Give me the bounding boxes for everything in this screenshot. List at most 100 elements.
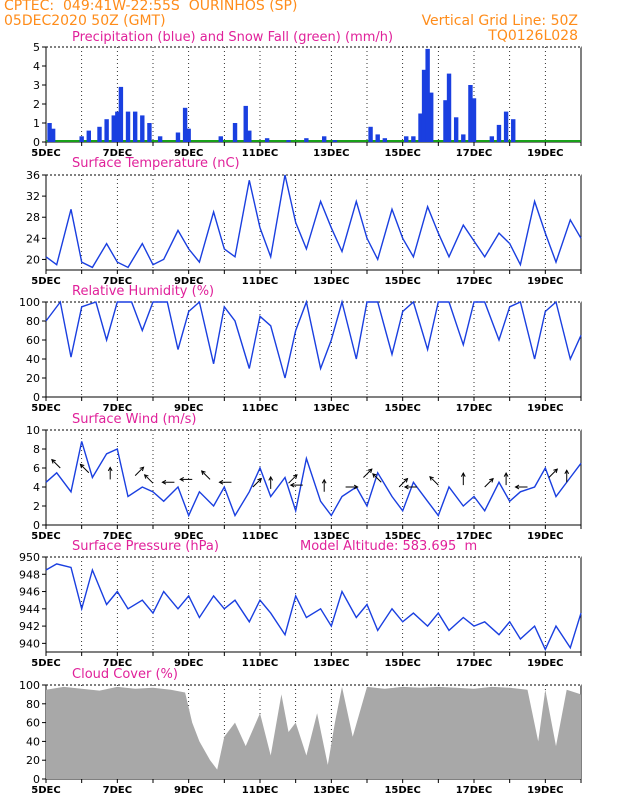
precip-bar [511, 119, 516, 142]
wind-arrow [144, 474, 154, 484]
pressure-xtick-label: 9DEC [174, 658, 203, 669]
pressure-xtick-label: 19DEC [527, 658, 563, 669]
temperature-xtick-label: 11DEC [242, 276, 278, 287]
wind-arrow-head [161, 479, 167, 485]
wind-arrow-head [292, 474, 298, 479]
wind-arrow-head [514, 484, 520, 490]
precip-bar [140, 115, 145, 142]
precip-bar [503, 111, 509, 142]
precip-bar [243, 105, 248, 142]
precip-bar [115, 111, 120, 142]
precip-bar [175, 132, 181, 142]
cloud-ytick-label: 0 [33, 773, 40, 786]
humidity-xtick-label: 5DEC [31, 403, 60, 414]
precip-bar [332, 140, 338, 142]
wind-arrow-head [179, 477, 184, 482]
humidity-xtick-label: 13DEC [313, 403, 349, 414]
wind-arrow-head [139, 466, 145, 472]
cloud-xtick-label: 9DEC [174, 785, 203, 796]
precip-bar [421, 69, 427, 142]
precip-bar [471, 98, 477, 142]
wind-arrow-head [353, 484, 359, 490]
precip-bar [322, 136, 327, 142]
precip-bar [468, 85, 473, 142]
wind-arrow-head [268, 475, 274, 481]
precip-bar [446, 73, 452, 142]
temperature-series-line [45, 174, 582, 269]
humidity-xtick-label: 9DEC [174, 403, 203, 414]
temperature-xtick-label: 17DEC [456, 276, 492, 287]
temperature-ytick-label: 20 [26, 253, 40, 266]
header-line1: CPTEC: 049:41W-22:55S OURINHOS (SP) [4, 0, 298, 14]
cloud-title: Cloud Cover (%) [72, 667, 178, 682]
humidity-series-line [45, 299, 582, 379]
wind-ytick-label: 0 [33, 519, 40, 532]
wind-arrow-head [372, 473, 377, 478]
wind-arrow [134, 466, 144, 476]
wind-frame [45, 429, 582, 526]
precip-bar [382, 138, 388, 142]
grid-note: Vertical Grid Line: 50Z [421, 13, 578, 29]
humidity-ytick-label: 0 [33, 391, 40, 404]
pressure-frame [45, 556, 582, 653]
precip-bar [443, 100, 448, 142]
precip-xtick-label: 17DEC [456, 148, 492, 159]
pressure-ytick-label: 950 [19, 551, 40, 564]
wind-arrow [372, 473, 382, 483]
wind-title: Surface Wind (m/s) [72, 412, 197, 427]
wind-ytick-label: 6 [33, 462, 40, 475]
precip-bar [79, 136, 84, 142]
cloud-xtick-label: 15DEC [384, 785, 420, 796]
precip-bar [429, 92, 434, 142]
precip-ytick-label: 1 [33, 117, 40, 130]
wind-arrow-head [429, 475, 434, 481]
precip-bar [86, 130, 91, 142]
wind-arrow-head [403, 477, 409, 483]
precip-bar [232, 123, 238, 142]
humidity-ytick-label: 100 [19, 296, 40, 309]
pressure-ytick-label: 940 [19, 637, 40, 650]
wind-arrow-head [403, 484, 409, 490]
wind-xtick-label: 15DEC [384, 531, 420, 542]
temperature-xtick-label: 19DEC [527, 276, 563, 287]
precip-bar [125, 111, 131, 142]
wind-ytick-label: 4 [33, 481, 40, 494]
pressure-xtick-label: 7DEC [103, 658, 132, 669]
precip-bar [97, 126, 102, 142]
wind-arrow-head [367, 468, 373, 474]
pressure-ytick-label: 942 [19, 620, 40, 633]
pressure-ytick-label: 946 [19, 586, 40, 599]
temperature-frame [45, 174, 582, 271]
precip-bar [264, 138, 270, 142]
precip-bar [368, 126, 373, 142]
humidity-title: Relative Humidity (%) [72, 284, 215, 299]
humidity-xtick-label: 11DEC [242, 403, 278, 414]
pressure-xtick-label: 11DEC [242, 658, 278, 669]
pressure-ytick-label: 948 [19, 568, 40, 581]
wind-arrow [548, 468, 558, 478]
humidity-xtick-label: 15DEC [384, 403, 420, 414]
wind-arrow-head [79, 463, 85, 469]
cloud-ytick-label: 40 [26, 735, 40, 748]
temperature-xtick-label: 9DEC [174, 276, 203, 287]
precip-xtick-label: 13DEC [313, 148, 349, 159]
temperature-xtick-label: 15DEC [384, 276, 420, 287]
precip-bar [118, 86, 124, 142]
wind-arrow [252, 478, 262, 488]
precip-bar [182, 107, 188, 142]
wind-xtick-label: 7DEC [103, 531, 132, 542]
wind-arrow-head [564, 469, 570, 474]
precip-title: Precipitation (blue) and Snow Fall (gree… [72, 30, 394, 45]
precip-bar [247, 130, 252, 142]
precip-xtick-label: 5DEC [31, 148, 60, 159]
cloud-xtick-label: 5DEC [31, 785, 60, 796]
humidity-ytick-label: 20 [26, 372, 40, 385]
humidity-ytick-label: 40 [26, 353, 40, 366]
precip-bar [496, 124, 502, 142]
precip-bar [411, 136, 416, 142]
wind-arrow-head [289, 482, 295, 488]
temperature-ytick-label: 24 [26, 232, 40, 245]
cloud-ytick-label: 100 [19, 679, 40, 692]
temperature-xtick-label: 13DEC [313, 276, 349, 287]
